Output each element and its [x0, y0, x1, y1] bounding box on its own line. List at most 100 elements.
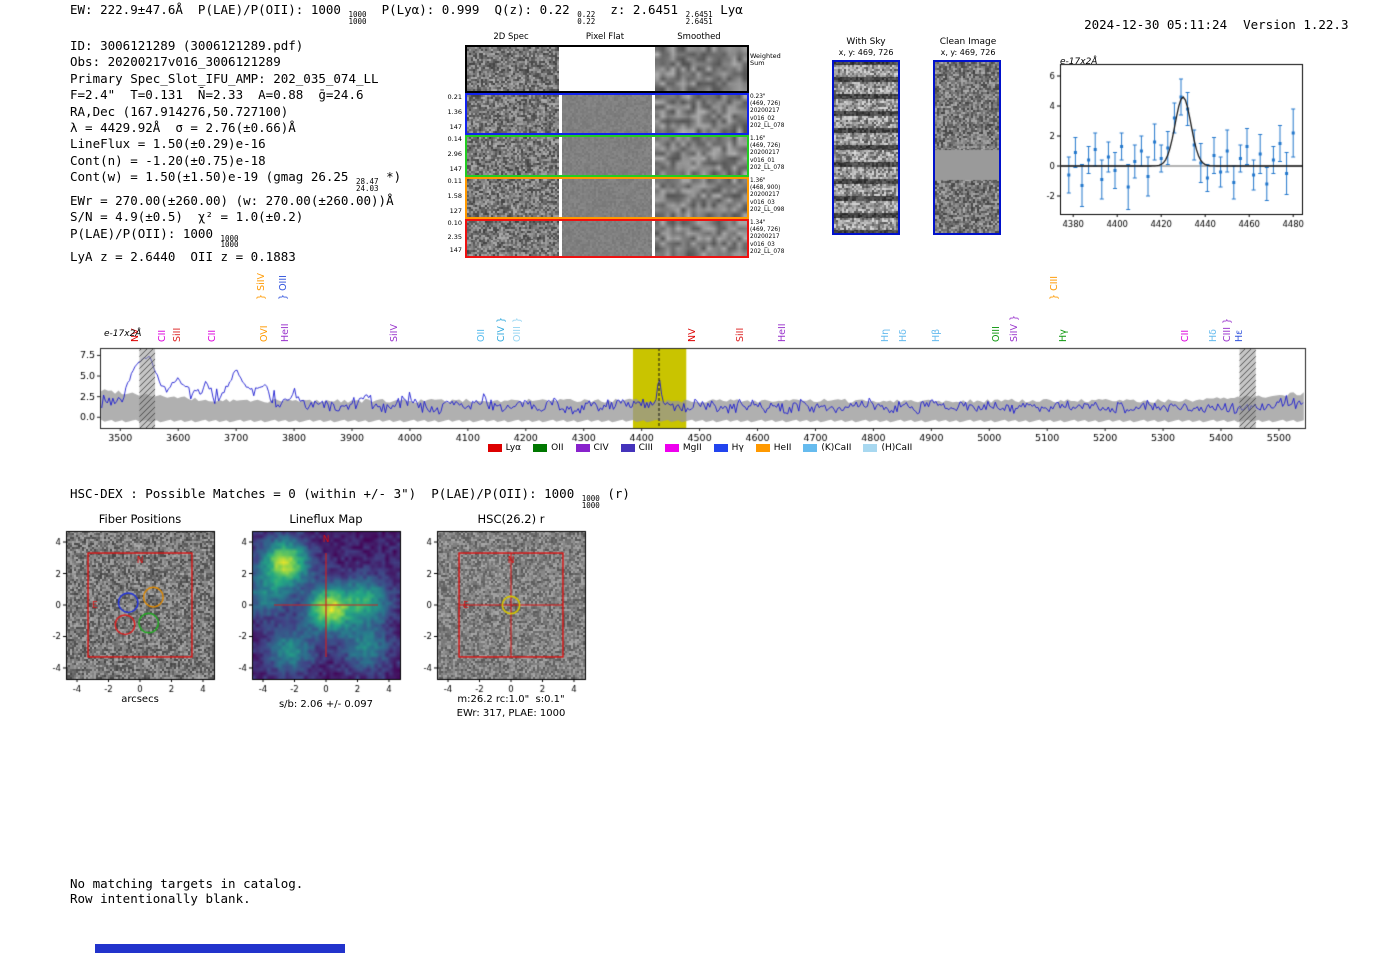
legend-item-civ: CIV: [575, 443, 609, 453]
legend-label: OII: [551, 443, 564, 453]
smoothed-image: [655, 179, 747, 217]
spec2d-row-left-labels: 0.11 1.58 127: [438, 177, 462, 215]
spec2d-row-fiber-2: [465, 135, 749, 177]
legend-swatch: [803, 444, 818, 452]
line-fit-plot: [1030, 50, 1310, 240]
frac-top: 0.22: [577, 10, 596, 19]
spec2d-row-right-labels: Weighted Sum: [750, 52, 798, 67]
with-sky-panel: [832, 60, 900, 235]
right-label: 1.36": [750, 178, 766, 184]
pixel-flat-image: [562, 221, 652, 256]
right-label: 202_LL_078: [750, 164, 785, 171]
left-label: 2.96: [447, 150, 462, 158]
left-label: 1.58: [447, 192, 462, 200]
hsc-caption-2: EWr: 317, PLAE: 1000: [456, 708, 566, 719]
info-line: P(LAE)/P(OII): 1000 1000 1000: [70, 226, 401, 250]
text-segment: HSC-DEX : Possible Matches = 0 (within +…: [70, 486, 582, 501]
left-label: 1.36: [447, 108, 462, 116]
frac-top: 2.6451: [685, 10, 713, 19]
with-sky-title: With Sky: [846, 37, 886, 47]
left-label: 147: [449, 123, 462, 131]
emission-line-label-oiii: OIII }: [511, 317, 523, 342]
legend-item-mgii: MgII: [664, 443, 702, 453]
smoothed-image: [655, 95, 747, 133]
with-sky-image: [834, 62, 898, 233]
legend-label: (H)CaII: [881, 443, 913, 453]
legend-swatch: [713, 444, 728, 452]
legend-label: Hγ: [731, 443, 744, 453]
spec2d-row-right-labels: 1.36" (468, 900) 20200217 v016_03 202_LL_098: [750, 178, 798, 214]
emission-line-label-oiii: } OIII: [277, 275, 289, 300]
legend-label: Lyα: [505, 443, 522, 453]
legend-swatch: [533, 444, 548, 452]
frac-bottom: 1000: [581, 500, 600, 510]
catalog-match-line: HSC-DEX : Possible Matches = 0 (within +…: [70, 486, 630, 510]
text-segment: Cont(w) = 1.50(±1.50)e-19 (gmag 26.25: [70, 169, 356, 185]
frac-top: 1000: [581, 494, 600, 503]
legend-item-h: Hγ: [713, 443, 744, 453]
detection-info-block: ID: 3006121289 (3006121289.pdf) Obs: 2020…: [70, 38, 401, 266]
legend-swatch: [755, 444, 770, 452]
lineflux-map-image: [226, 527, 406, 697]
stacked-fraction: 1000 1000: [221, 235, 239, 250]
spec2d-image: [467, 47, 559, 91]
legend-label: HeII: [773, 443, 792, 453]
info-line: S/N = 4.9(±0.5) χ² = 1.0(±0.2): [70, 209, 401, 225]
left-label: 2.35: [447, 232, 462, 241]
footer-line-2: Row intentionally blank.: [70, 891, 251, 906]
right-label: v016_03: [750, 199, 775, 206]
smoothed-image: [655, 137, 747, 175]
spec2d-image: [467, 221, 559, 256]
lineflux-caption: s/b: 2.06 +/- 0.097: [278, 699, 374, 710]
legend-item-hcaii: (H)CaII: [863, 443, 912, 453]
spec2d-row-fiber-3: [465, 177, 749, 219]
right-label: 0.23": [750, 94, 766, 100]
spec2d-row-right-labels: 0.23" (469, 726) 20200217 v016_02 202_LL_078: [750, 94, 798, 130]
hsc-cutout-title: HSC(26.2) r: [477, 512, 545, 526]
right-label: 20200217: [750, 150, 780, 157]
info-line: EWr = 270.00(±260.00) (w: 270.00(±260.00…: [70, 193, 401, 209]
stacked-fraction: 28.47 24.03: [356, 178, 379, 193]
right-label: 202_LL_098: [750, 206, 785, 213]
right-label: 202_LL_078: [750, 122, 785, 129]
version-label: Version 1.22.3: [1243, 17, 1349, 32]
hsc-caption-1: m:26.2 rc:1.0" s:0.1": [457, 694, 565, 705]
text-segment: P(LAE)/P(OII): 1000: [70, 225, 221, 241]
spec2d-row-right-labels: 1.34" (469, 726) 20200217 v016_03 202_LL_078: [750, 220, 798, 256]
legend-item-ly: Lyα: [487, 443, 522, 453]
text-segment: RA,Dec (167.914276,50.727100): [70, 103, 289, 119]
summary-header: EW: 222.9±47.6Å P(LAE)/P(OII): 1000 1000…: [70, 2, 743, 26]
left-label: 147: [449, 165, 462, 173]
spec2d-row-left-labels: 0.14 2.96 147: [438, 135, 462, 173]
text-segment: EWr = 270.00(±260.00) (w: 270.00(±260.00…: [70, 192, 394, 208]
right-label: 202_LL_078: [750, 248, 785, 255]
text-segment: LyA z = 2.6440 OII z = 0.1883: [70, 249, 296, 265]
col-header-smoothed: Smoothed: [677, 32, 721, 42]
pixel-flat-image: [562, 179, 652, 217]
timestamp-version: 2024-12-30 05:11:24 Version 1.22.3: [1054, 2, 1348, 47]
fiber-positions-title: Fiber Positions: [98, 512, 182, 526]
frac-top: 1000: [348, 10, 367, 19]
full-spectrum-plot: [60, 340, 1310, 455]
left-label: 0.21: [447, 93, 462, 101]
right-label: v016_03: [750, 241, 775, 248]
spec2d-row-left-labels: 0.21 1.36 147: [438, 93, 462, 131]
text-segment: Primary Spec_Slot_IFU_AMP: 202_035_074_L…: [70, 70, 379, 86]
left-label: 0.11: [447, 177, 462, 185]
right-label: v016_02: [750, 115, 775, 122]
left-label: 0.10: [447, 219, 462, 227]
legend-item-ciii: CIII: [620, 443, 653, 453]
emission-line-label-siiv: } SiIV: [255, 272, 267, 300]
text-segment: Cont(n) = -1.20(±0.75)e-18: [70, 152, 266, 168]
frac-bottom: 0.22: [577, 16, 596, 26]
spec2d-row-fiber-4: [465, 219, 749, 258]
stacked-fraction: 2.6451 2.6451: [685, 10, 713, 26]
text-segment: (r): [599, 486, 630, 501]
info-line: RA,Dec (167.914276,50.727100): [70, 104, 401, 120]
clean-image-panel: [933, 60, 1001, 235]
info-line: F=2.4" T=0.131 N̄=2.33 A=0.88 ḡ=24.6: [70, 87, 401, 103]
frac-bottom: 2.6451: [685, 16, 713, 26]
smoothed-image: [655, 47, 747, 91]
legend-swatch: [620, 444, 635, 452]
left-label: 0.14: [447, 135, 462, 143]
